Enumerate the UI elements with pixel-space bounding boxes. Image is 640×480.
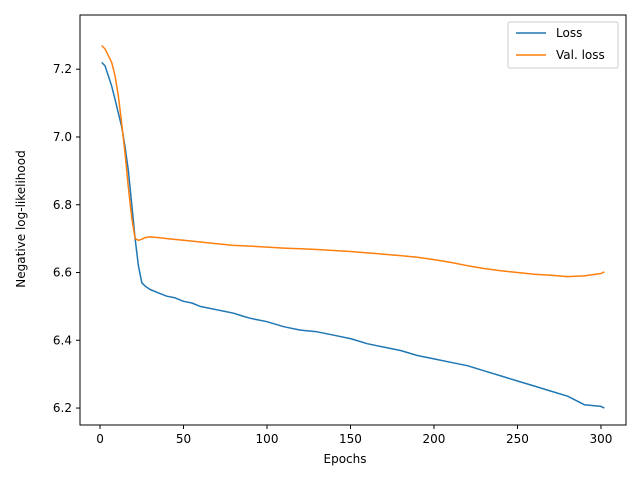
- y-axis-label: Negative log-likelihood: [14, 150, 28, 287]
- x-tick-label: 200: [423, 432, 446, 446]
- x-axis: 0 50 100 150 200 250 300: [96, 425, 612, 446]
- y-tick-label: 6.6: [53, 266, 72, 280]
- y-tick-label: 7.2: [53, 62, 72, 76]
- plot-area: [101, 44, 605, 409]
- x-tick-label: 50: [176, 432, 191, 446]
- x-tick-label: 250: [506, 432, 529, 446]
- x-tick-label: 0: [96, 432, 104, 446]
- legend-label-val-loss: Val. loss: [556, 48, 605, 62]
- y-tick-label: 6.2: [53, 401, 72, 415]
- y-axis: 6.2 6.4 6.6 6.8 7.0 7.2: [53, 62, 80, 415]
- x-tick-label: 150: [339, 432, 362, 446]
- legend-label-loss: Loss: [556, 26, 582, 40]
- y-tick-label: 7.0: [53, 130, 72, 144]
- y-tick-label: 6.4: [53, 333, 72, 347]
- series-line-loss: [101, 61, 605, 409]
- plot-frame: [79, 14, 627, 426]
- x-tick-label: 300: [590, 432, 613, 446]
- y-tick-label: 6.8: [53, 198, 72, 212]
- series-line-val-loss: [101, 44, 605, 278]
- x-tick-label: 100: [256, 432, 279, 446]
- x-axis-label: Epochs: [324, 452, 367, 466]
- legend: Loss Val. loss: [507, 21, 619, 69]
